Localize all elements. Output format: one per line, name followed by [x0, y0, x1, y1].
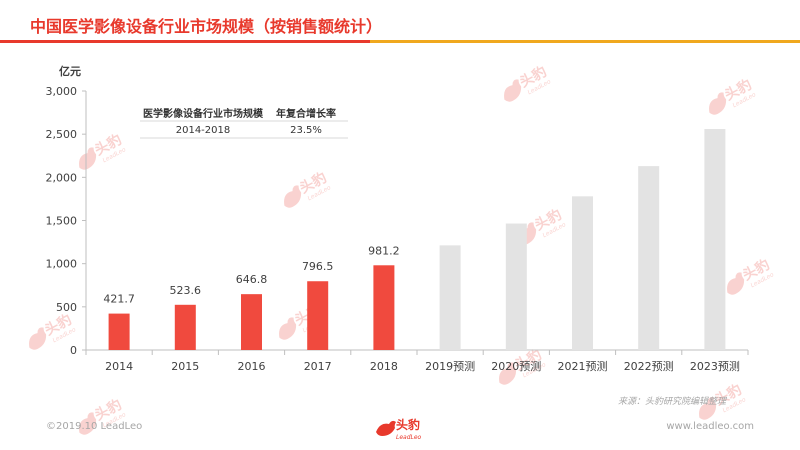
data-label: 421.7	[103, 293, 135, 306]
y-tick-label: 2,500	[46, 128, 78, 141]
page-title: 中国医学影像设备行业市场规模（按销售额统计）	[30, 17, 383, 36]
y-tick-label: 1,000	[46, 258, 78, 271]
x-tick-label: 2018	[370, 360, 398, 373]
y-tick-label: 1,500	[46, 215, 78, 228]
leadleo-logo: 头豹 LeadLeo	[376, 417, 422, 441]
data-bar	[373, 265, 395, 350]
x-tick-label: 2015	[171, 360, 199, 373]
x-tick-label: 2019预测	[425, 360, 475, 373]
table-cell-cagr: 23.5%	[290, 125, 322, 136]
data-label: 796.5	[302, 260, 334, 273]
table-header-market: 医学影像设备行业市场规模	[143, 107, 264, 120]
y-tick-label: 2,000	[46, 171, 78, 184]
leopard-logo-icon	[376, 420, 396, 436]
logo-subtext: LeadLeo	[396, 434, 422, 441]
copyright-text: ©2019.10 LeadLeo	[46, 421, 143, 432]
data-bar	[307, 281, 329, 350]
y-tick-label: 500	[56, 301, 77, 314]
y-tick-label: 3,000	[46, 85, 78, 98]
x-tick-label: 2023预测	[690, 360, 740, 373]
x-tick-label: 2021预测	[558, 360, 608, 373]
data-bar	[174, 304, 196, 350]
website-link[interactable]: www.leadleo.com	[666, 421, 754, 432]
x-tick-label: 2017	[304, 360, 332, 373]
forecast-bar	[704, 128, 726, 350]
table-cell-period: 2014-2018	[176, 125, 231, 136]
title-rule-red	[0, 40, 370, 43]
forecast-bar	[638, 166, 660, 350]
x-tick-label: 2020预测	[491, 360, 541, 373]
forecast-bar	[572, 196, 593, 350]
title-rule-orange	[370, 40, 800, 43]
y-axis-unit-label: 亿元	[59, 64, 81, 78]
data-bar	[241, 294, 262, 350]
data-label: 646.8	[236, 273, 268, 286]
data-label: 523.6	[170, 284, 202, 297]
data-label: 981.2	[368, 244, 400, 257]
table-header-cagr: 年复合增长率	[276, 107, 336, 120]
forecast-bar	[505, 223, 527, 350]
x-tick-label: 2016	[238, 360, 266, 373]
y-tick-label: 0	[70, 344, 77, 357]
logo-text: 头豹	[396, 417, 420, 432]
source-note: 来源：头豹研究院编辑整理	[617, 397, 726, 407]
x-tick-label: 2022预测	[624, 360, 674, 373]
forecast-bar	[439, 245, 461, 350]
data-bar	[108, 313, 130, 350]
x-tick-label: 2014	[105, 360, 133, 373]
